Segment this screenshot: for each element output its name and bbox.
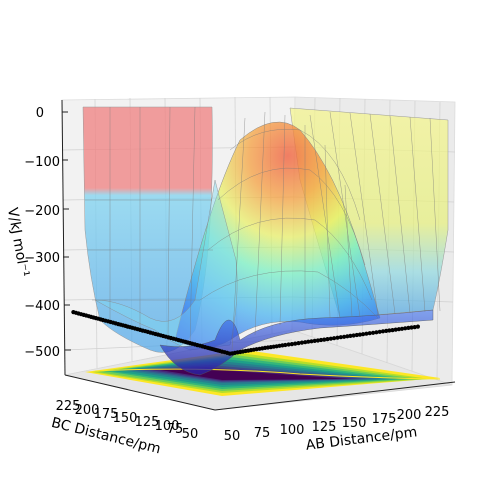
trajectory-point (325, 337, 330, 342)
ab-tick-labels: 50 75 100 125 150 175 200 225 (224, 405, 450, 444)
trajectory-point (296, 341, 301, 346)
bc-tick-label: 150 (113, 411, 138, 426)
ab-tick-label: 100 (280, 423, 305, 438)
trajectory-point (289, 342, 294, 347)
trajectory-scatter (71, 310, 420, 356)
trajectory-point (367, 331, 372, 336)
trajectory-point (393, 327, 398, 332)
trajectory-point (315, 338, 320, 343)
trajectory-point (374, 330, 379, 335)
trajectory-point (415, 324, 420, 329)
bc-tick-label: 100 (155, 419, 180, 434)
bc-tick-label: 175 (94, 407, 119, 422)
trajectory-point (342, 334, 347, 339)
trajectory-point (283, 342, 288, 348)
z-tick-labels: 0 −100 −200 −300 −400 −500 (24, 106, 60, 360)
trajectory-point (345, 334, 350, 339)
trajectory-point (399, 326, 405, 331)
trajectory-point (390, 328, 395, 333)
ab-tick-label: 150 (342, 416, 367, 431)
trajectory-point (303, 340, 308, 345)
trajectory-point (377, 329, 382, 334)
energy-surface (82, 106, 449, 376)
trajectory-point (299, 340, 304, 345)
z-tick-label: −500 (24, 345, 60, 360)
trajectory-point (354, 332, 359, 338)
ab-tick-label: 175 (372, 412, 397, 427)
trajectory-point (409, 325, 414, 330)
bc-tick-label: 75 (167, 422, 184, 437)
trajectory-point (318, 337, 324, 343)
trajectory-point (403, 326, 408, 331)
trajectory-point (338, 335, 343, 340)
trajectory-point (309, 339, 314, 344)
trajectory-point (332, 336, 337, 341)
trajectory-point (361, 332, 366, 337)
bc-tick-label: 125 (135, 415, 160, 430)
trajectory-point (412, 325, 417, 330)
trajectory-point (286, 342, 291, 347)
trajectory-point (396, 327, 401, 332)
ab-tick-label: 200 (397, 408, 422, 423)
z-tick-label: 0 (36, 106, 44, 121)
surface-ridge (174, 121, 381, 348)
z-tick-label: −300 (24, 251, 60, 266)
ab-tick-label: 75 (254, 426, 271, 441)
trajectory-point (351, 333, 356, 338)
bc-tick-labels: 225 200 175 150 125 100 75 50 (56, 399, 199, 442)
surface-reaction-channel (159, 309, 434, 376)
z-tick-label: −200 (24, 204, 60, 219)
ab-tick-label: 225 (425, 405, 450, 420)
trajectory-point (322, 337, 327, 342)
trajectory-point (357, 332, 362, 337)
z-tick-label: −100 (24, 155, 60, 170)
ab-tick-label: 50 (224, 429, 241, 444)
trajectory-point (364, 331, 369, 336)
bc-tick-label: 200 (75, 403, 100, 418)
axes (61, 99, 456, 411)
ab-tick-label: 125 (312, 420, 337, 435)
trajectory-point (371, 330, 376, 335)
trajectory-point (406, 325, 411, 330)
trajectory-point (306, 339, 311, 344)
bc-tick-label: 225 (56, 399, 81, 414)
trajectory-point (384, 328, 389, 333)
trajectory-point (328, 336, 333, 341)
trajectory-point (387, 328, 392, 333)
z-tick-label: −400 (24, 299, 60, 314)
trajectory-point (293, 341, 298, 346)
trajectory-point (335, 335, 340, 340)
bc-tick-label: 50 (182, 427, 199, 442)
trajectory-point (312, 338, 317, 343)
trajectory-point (348, 333, 353, 338)
trajectory-point (380, 329, 386, 334)
